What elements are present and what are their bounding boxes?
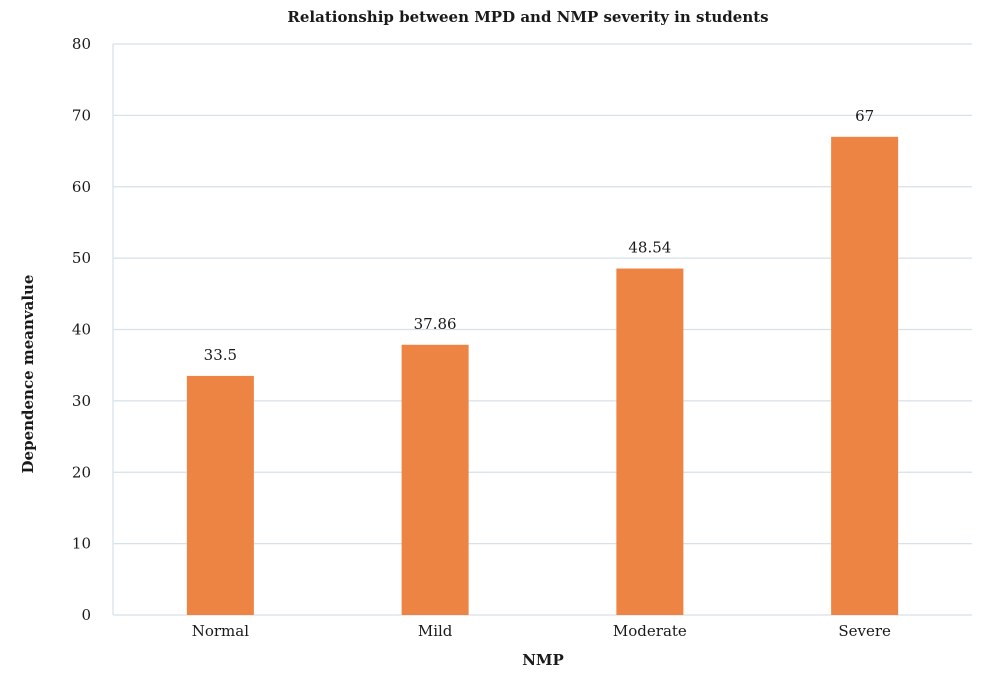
x-tick-label-moderate: Moderate <box>613 622 687 640</box>
y-tick-label-30: 30 <box>72 392 91 410</box>
y-tick-label-20: 20 <box>72 463 91 481</box>
bars <box>186 136 899 615</box>
y-tick-label-0: 0 <box>81 606 91 624</box>
chart-title: Relationship between MPD and NMP severit… <box>287 8 768 26</box>
y-axis-title: Dependence meanvalue <box>19 275 37 474</box>
bar-severe <box>831 136 899 615</box>
y-tick-label-60: 60 <box>72 178 91 196</box>
bar-normal <box>186 375 254 615</box>
y-tick-label-70: 70 <box>72 106 91 124</box>
data-labels: 33.5 37.86 48.54 67 <box>204 107 875 364</box>
x-tick-label-severe: Severe <box>838 622 891 640</box>
data-label-severe: 67 <box>855 107 874 125</box>
x-axis-title: NMP <box>522 651 564 669</box>
y-tick-label-50: 50 <box>72 249 91 267</box>
y-axis-ticks: 0 10 20 30 40 50 60 70 80 <box>72 35 91 624</box>
bar-moderate <box>616 268 684 615</box>
data-label-mild: 37.86 <box>414 315 457 333</box>
x-tick-label-mild: Mild <box>418 622 453 640</box>
y-tick-label-80: 80 <box>72 35 91 53</box>
data-label-normal: 33.5 <box>204 346 237 364</box>
bar-mild <box>401 344 469 615</box>
y-tick-label-40: 40 <box>72 321 91 339</box>
data-label-moderate: 48.54 <box>628 239 671 257</box>
y-tick-label-10: 10 <box>72 535 91 553</box>
x-tick-label-normal: Normal <box>192 622 249 640</box>
x-axis-ticks: Normal Mild Moderate Severe <box>192 622 891 640</box>
gridlines <box>112 43 972 616</box>
